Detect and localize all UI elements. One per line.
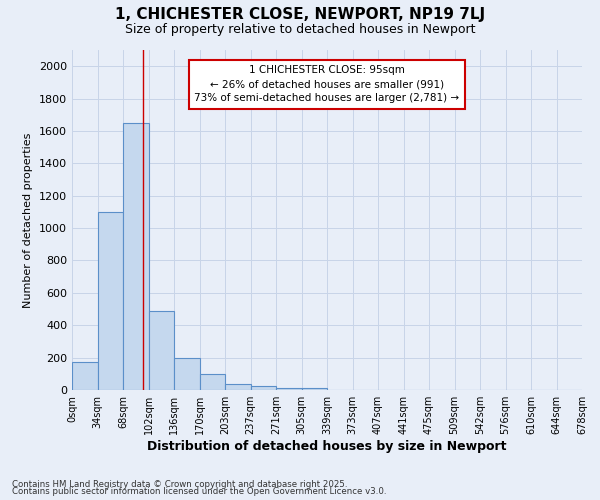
Bar <box>225 384 251 390</box>
Bar <box>149 310 174 390</box>
Bar <box>97 212 123 390</box>
Text: 1 CHICHESTER CLOSE: 95sqm
← 26% of detached houses are smaller (991)
73% of semi: 1 CHICHESTER CLOSE: 95sqm ← 26% of detac… <box>194 66 460 104</box>
Bar <box>276 388 302 390</box>
Bar <box>251 386 276 390</box>
Bar <box>174 358 199 390</box>
Text: Size of property relative to detached houses in Newport: Size of property relative to detached ho… <box>125 22 475 36</box>
Text: Contains HM Land Registry data © Crown copyright and database right 2025.: Contains HM Land Registry data © Crown c… <box>12 480 347 489</box>
Bar <box>72 362 97 390</box>
X-axis label: Distribution of detached houses by size in Newport: Distribution of detached houses by size … <box>147 440 507 453</box>
Bar <box>302 388 327 390</box>
Bar <box>199 374 225 390</box>
Bar <box>123 123 149 390</box>
Y-axis label: Number of detached properties: Number of detached properties <box>23 132 34 308</box>
Text: 1, CHICHESTER CLOSE, NEWPORT, NP19 7LJ: 1, CHICHESTER CLOSE, NEWPORT, NP19 7LJ <box>115 8 485 22</box>
Text: Contains public sector information licensed under the Open Government Licence v3: Contains public sector information licen… <box>12 487 386 496</box>
